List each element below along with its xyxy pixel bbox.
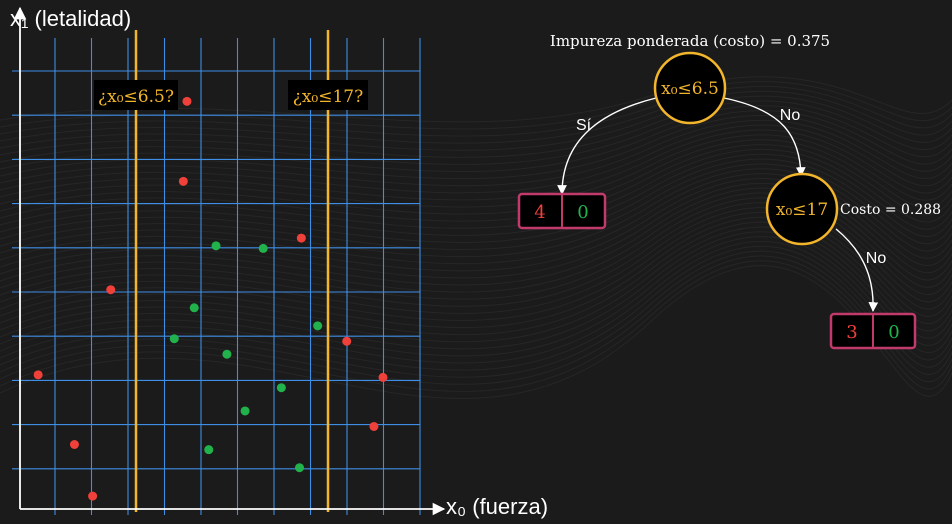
background-swirl-lines <box>0 76 952 399</box>
scatter-point-green <box>276 383 286 393</box>
scatter-point-green <box>169 334 179 344</box>
scatter-point-green <box>211 241 221 251</box>
scatter-point-red <box>88 491 98 501</box>
scatter-point-green <box>222 349 232 359</box>
plot-grid <box>12 38 421 515</box>
edge-no-label-1: No <box>780 107 801 124</box>
scatter-point-red <box>378 372 388 382</box>
root-node-label: x₀≤6.5 <box>661 79 719 99</box>
split-label-box-2 <box>288 80 368 110</box>
edge-no-label-2: No <box>866 250 887 267</box>
split-label-box-1 <box>94 80 178 110</box>
scatter-point-red <box>369 421 379 431</box>
decision-tree: Impureza ponderada (costo) = 0.375 Sí No… <box>517 32 941 350</box>
scatter-point-red <box>342 336 352 346</box>
leaf-2-green-count: 0 <box>888 322 899 343</box>
leaf-node-1: 4 0 <box>517 192 607 230</box>
scatter-point-green <box>204 445 214 455</box>
scatter-point-red <box>106 285 116 295</box>
root-node <box>653 51 727 125</box>
tree-title: Impureza ponderada (costo) = 0.375 <box>550 32 830 50</box>
child-node-cost: Costo = 0.288 <box>840 202 941 218</box>
leaf-1-red-count: 4 <box>534 202 545 223</box>
scatter-point-green <box>295 463 305 473</box>
edge-no-2 <box>835 228 879 312</box>
child-node-label: x₀≤17 <box>776 200 828 220</box>
scatter-point-green <box>240 406 250 416</box>
edge-yes-label: Sí <box>576 117 592 134</box>
leaf-1-green-count: 0 <box>577 202 588 223</box>
scatter-point-green <box>313 321 323 331</box>
scatter-point-red <box>178 176 188 186</box>
scatter-plot: x₁ (letalidad) x₀ (fuerza) ¿x₀≤6.5? ¿x₀≤… <box>10 6 548 519</box>
edge-yes <box>557 97 657 195</box>
scatter-point-red <box>69 440 79 449</box>
x-axis-label: x₀ (fuerza) <box>446 494 548 519</box>
leaf-node-2: 3 0 <box>829 312 917 350</box>
child-node <box>765 172 839 246</box>
scatter-point-red <box>296 233 306 243</box>
scatter-point-red <box>33 370 43 380</box>
scatter-point-red <box>182 96 192 106</box>
leaf-2-red-count: 3 <box>846 322 857 343</box>
scatter-points <box>33 96 388 501</box>
edge-no-1 <box>723 97 806 177</box>
scatter-point-green <box>189 303 199 313</box>
split-label-2: ¿x₀≤17? <box>293 87 364 107</box>
scatter-point-green <box>258 243 268 253</box>
y-axis-label: x₁ (letalidad) <box>10 6 131 31</box>
split-label-1: ¿x₀≤6.5? <box>98 87 174 107</box>
